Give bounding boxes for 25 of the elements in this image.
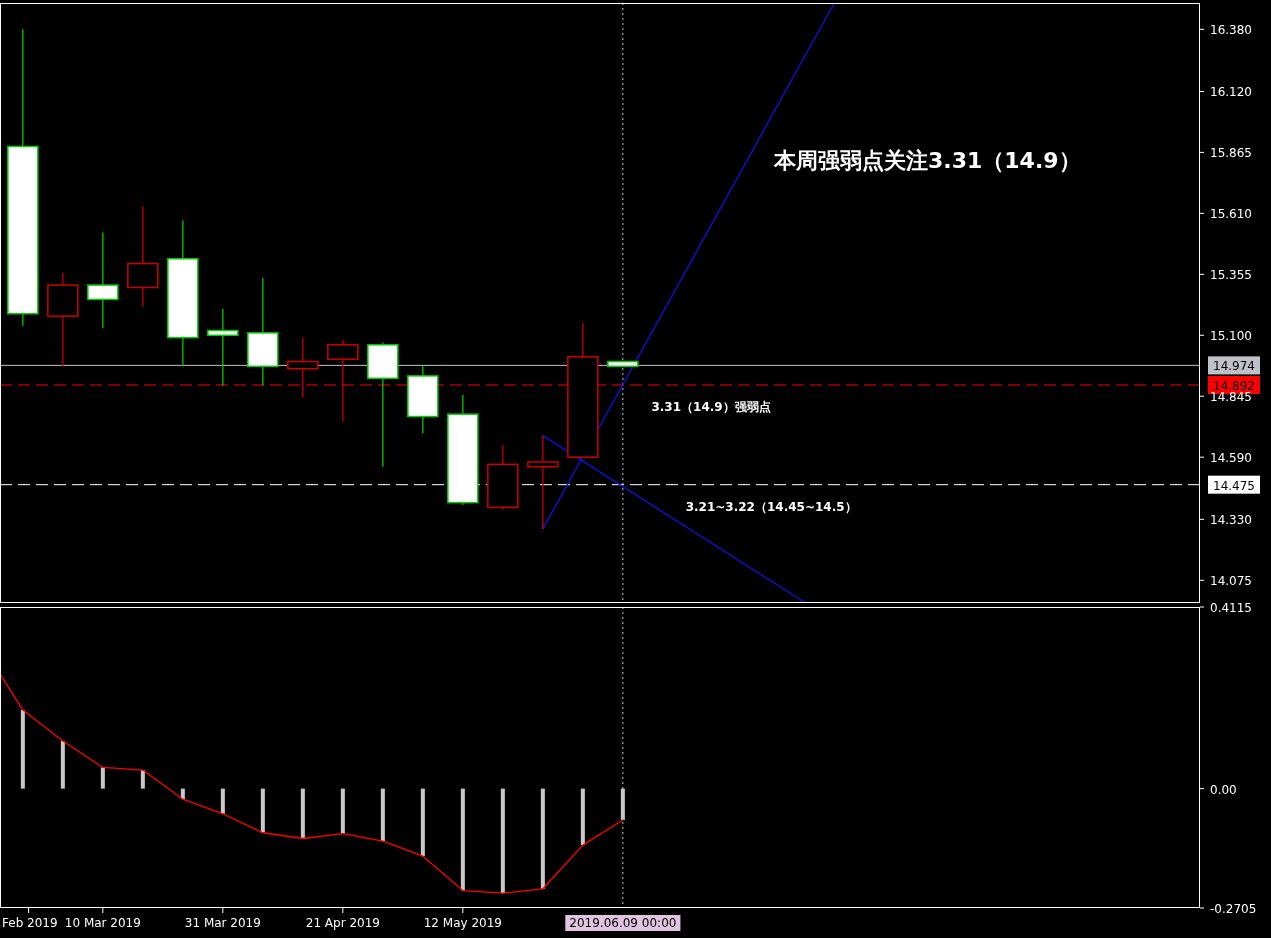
y-tick-label: 15.865 bbox=[1210, 146, 1252, 161]
annotation: 3.31（14.9）强弱点 bbox=[651, 399, 771, 414]
y-tick-label: 0.4115 bbox=[1210, 601, 1252, 615]
y-tick-label: 14.590 bbox=[1210, 451, 1252, 466]
y-tick-label: 14.845 bbox=[1210, 390, 1252, 405]
y-tick-label: 15.355 bbox=[1210, 268, 1252, 283]
annotation: 3.21~3.22（14.45~14.5） bbox=[685, 499, 857, 514]
y-tick-label: 16.380 bbox=[1210, 23, 1252, 38]
y-tick-label: 14.330 bbox=[1210, 513, 1252, 528]
x-tick-label: Feb 2019 bbox=[2, 916, 58, 930]
y-tick-label: 15.100 bbox=[1210, 329, 1252, 344]
ref-line-label: 14.974 bbox=[1213, 359, 1255, 374]
y-tick-label: -0.2705 bbox=[1210, 902, 1257, 916]
ref-line-label: 14.892 bbox=[1213, 378, 1255, 393]
ref-line-label: 14.475 bbox=[1213, 478, 1255, 493]
y-tick-label: 16.120 bbox=[1210, 85, 1252, 100]
text: 本周强弱点关注3.31（14.9） bbox=[773, 148, 1081, 173]
x-tick-label: 10 Mar 2019 bbox=[64, 916, 141, 930]
y-tick-label: 0.00 bbox=[1210, 782, 1237, 797]
y-tick-label: 14.075 bbox=[1210, 574, 1252, 589]
y-tick-label: 15.610 bbox=[1210, 207, 1252, 222]
x-tick-label: 12 May 2019 bbox=[423, 916, 502, 930]
x-tick-label: 31 Mar 2019 bbox=[184, 916, 261, 930]
x-tick-label: 21 Apr 2019 bbox=[305, 916, 380, 930]
ref-line-label: 2019.06.09 00:00 bbox=[569, 916, 677, 930]
